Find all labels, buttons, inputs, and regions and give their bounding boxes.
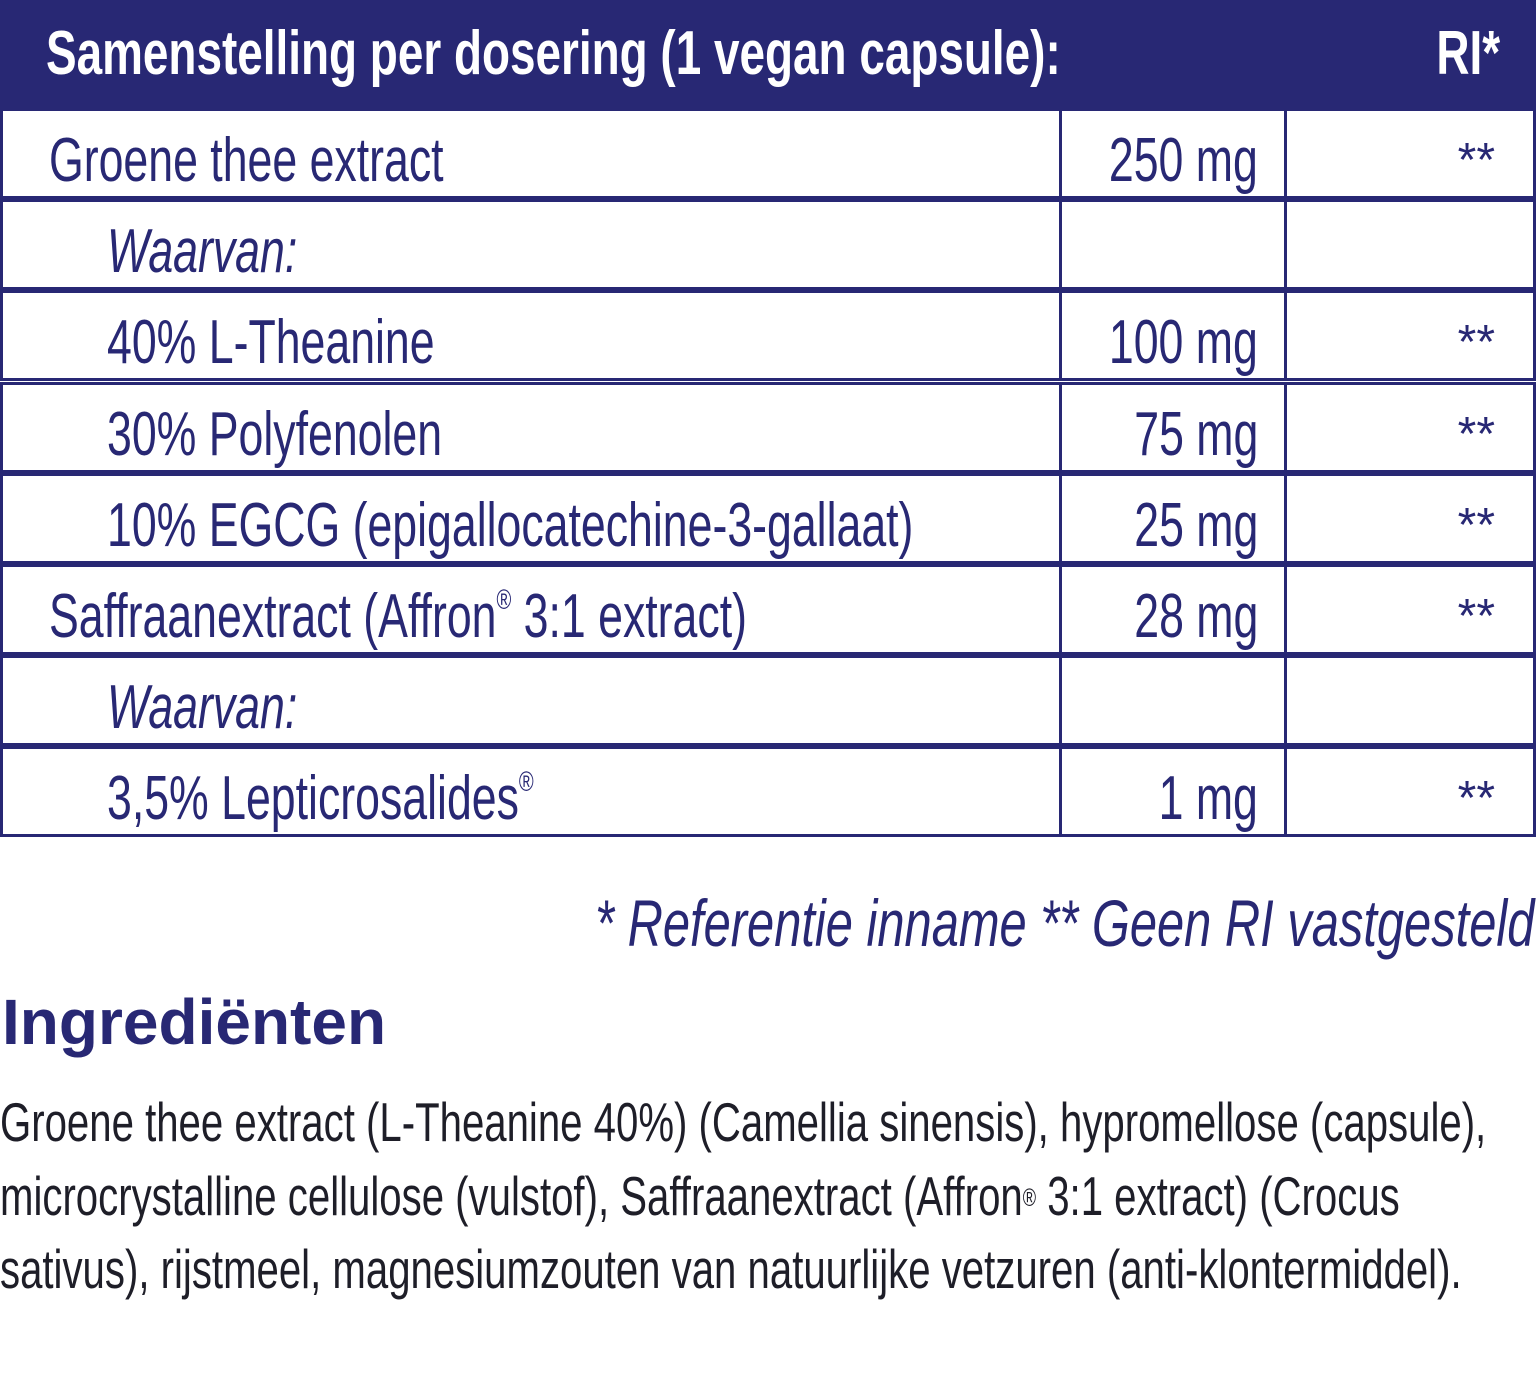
ri-cell: ** bbox=[1284, 290, 1536, 382]
amount-cell: 75 mg bbox=[1059, 381, 1287, 473]
amount-value: 75 mg bbox=[1133, 399, 1258, 469]
ri-cell: ** bbox=[1284, 472, 1536, 564]
ri-value: ** bbox=[1457, 498, 1495, 552]
ingredient-cell: Waarvan: bbox=[0, 199, 1062, 291]
ingredient-name: 40% L-Theanine bbox=[107, 308, 435, 378]
ingredient-name: Saffraanextract (Affron® 3:1 extract) bbox=[49, 582, 747, 651]
ri-value: ** bbox=[1457, 590, 1495, 643]
table-row: 10% EGCG (epigallocatechine-3-gallaat) 25… bbox=[0, 472, 1536, 564]
amount-value: 1 mg bbox=[1158, 764, 1258, 834]
ingredient-name: 30% Polyfenolen bbox=[107, 399, 443, 469]
table-row: Waarvan: bbox=[0, 199, 1536, 291]
ri-cell: ** bbox=[1284, 108, 1536, 199]
amount-cell: 250 mg bbox=[1059, 108, 1287, 199]
amount-value: 25 mg bbox=[1133, 490, 1258, 560]
amount-cell: 25 mg bbox=[1059, 472, 1287, 564]
ri-value: ** bbox=[1457, 134, 1495, 187]
table-row: Saffraanextract (Affron® 3:1 extract) 28 … bbox=[0, 564, 1536, 655]
footnote: * Referentie inname ** Geen RI vastgeste… bbox=[594, 886, 1534, 960]
table-row: 3,5% Lepticrosalides® 1 mg ** bbox=[0, 746, 1536, 838]
ingredient-cell: Waarvan: bbox=[0, 655, 1062, 747]
ingredient-cell: Groene thee extract bbox=[0, 108, 1062, 199]
ingredients-heading: Ingrediënten bbox=[2, 986, 387, 1058]
amount-value: 250 mg bbox=[1109, 126, 1258, 195]
ingredient-cell: Saffraanextract (Affron® 3:1 extract) bbox=[0, 564, 1062, 655]
amount-cell bbox=[1059, 199, 1287, 291]
ri-cell: ** bbox=[1284, 381, 1536, 473]
ingredient-name: Waarvan: bbox=[107, 673, 298, 743]
table-row: 30% Polyfenolen 75 mg ** bbox=[0, 381, 1536, 473]
table-row: Groene thee extract 250 mg ** bbox=[0, 108, 1536, 199]
ingredient-cell: 30% Polyfenolen bbox=[0, 381, 1062, 473]
amount-cell: 1 mg bbox=[1059, 746, 1287, 838]
amount-cell: 100 mg bbox=[1059, 290, 1287, 382]
amount-cell: 28 mg bbox=[1059, 564, 1287, 655]
ingredients-text: Groene thee extract (L-Theanine 40%) (Ca… bbox=[0, 1086, 1533, 1307]
ingredient-cell: 3,5% Lepticrosalides® bbox=[0, 746, 1062, 838]
ingredient-name: 3,5% Lepticrosalides® bbox=[107, 764, 534, 834]
ri-value: ** bbox=[1457, 772, 1495, 826]
ingredient-name: Groene thee extract bbox=[49, 126, 444, 195]
amount-value: 100 mg bbox=[1109, 308, 1258, 378]
ri-cell: ** bbox=[1284, 564, 1536, 655]
ingredients-paragraph: Groene thee extract (L-Theanine 40%) (Ca… bbox=[0, 1091, 1487, 1300]
ri-column-header: RI* bbox=[1436, 19, 1500, 88]
table-row: Waarvan: bbox=[0, 655, 1536, 747]
ingredient-cell: 10% EGCG (epigallocatechine-3-gallaat) bbox=[0, 472, 1062, 564]
table-header: Samenstelling per dosering (1 vegan caps… bbox=[0, 0, 1536, 110]
ingredient-cell: 40% L-Theanine bbox=[0, 290, 1062, 382]
ri-value: ** bbox=[1457, 407, 1495, 461]
ri-cell: ** bbox=[1284, 746, 1536, 838]
ri-cell bbox=[1284, 199, 1536, 291]
ri-cell bbox=[1284, 655, 1536, 747]
amount-cell bbox=[1059, 655, 1287, 747]
ri-value: ** bbox=[1457, 316, 1495, 370]
table-title: Samenstelling per dosering (1 vegan caps… bbox=[46, 19, 1061, 88]
ingredient-name: Waarvan: bbox=[107, 217, 298, 287]
ingredient-name: 10% EGCG (epigallocatechine-3-gallaat) bbox=[107, 490, 914, 560]
amount-value: 28 mg bbox=[1133, 582, 1258, 651]
table-row: 40% L-Theanine 100 mg ** bbox=[0, 290, 1536, 382]
